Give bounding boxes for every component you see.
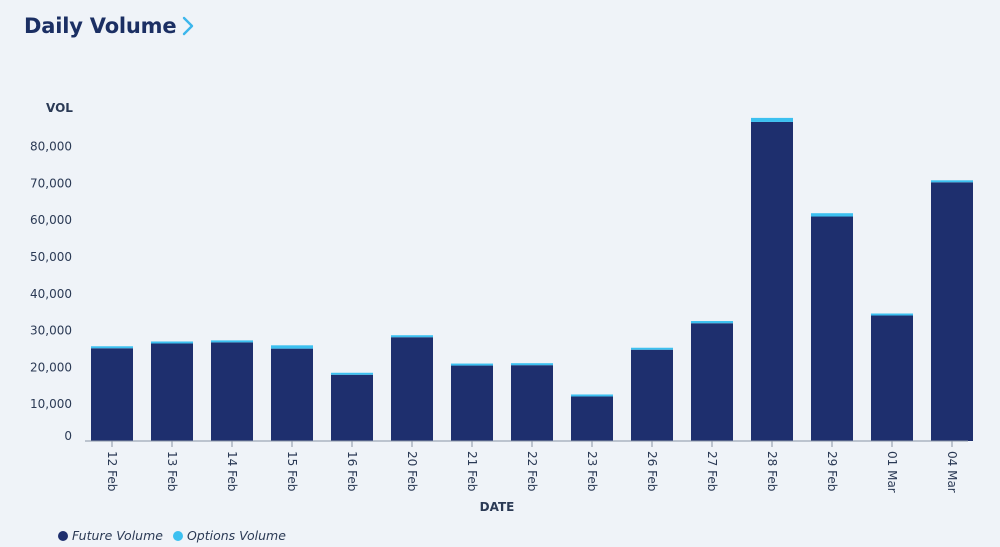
- x-tick-label: 01 Mar: [885, 451, 899, 493]
- bar-future-volume[interactable]: [571, 396, 613, 441]
- y-axis-unit: VOL: [46, 101, 73, 115]
- y-tick-label: 50,000: [30, 250, 72, 264]
- bars-group: [91, 117, 973, 441]
- bar-options-volume[interactable]: [871, 313, 913, 316]
- bar-options-volume[interactable]: [691, 321, 733, 324]
- bar-options-volume[interactable]: [631, 347, 673, 350]
- y-tick-label: 40,000: [30, 287, 72, 301]
- page-title: Daily Volume: [24, 14, 177, 38]
- bar-future-volume[interactable]: [931, 182, 973, 441]
- bar-options-volume[interactable]: [391, 335, 433, 338]
- y-tick-label: 0: [64, 429, 72, 443]
- bar-future-volume[interactable]: [91, 348, 133, 441]
- legend-dot-options: [172, 530, 183, 541]
- bar-future-volume[interactable]: [331, 374, 373, 441]
- bar-options-volume[interactable]: [211, 340, 253, 343]
- bar-future-volume[interactable]: [511, 365, 553, 441]
- bar-future-volume[interactable]: [391, 337, 433, 441]
- bar-options-volume[interactable]: [151, 341, 193, 344]
- x-tick-label: 21 Feb: [465, 451, 479, 491]
- bar-options-volume[interactable]: [451, 363, 493, 366]
- bar-future-volume[interactable]: [871, 315, 913, 441]
- x-tick-label: 29 Feb: [825, 451, 839, 491]
- x-tick-label: 04 Mar: [945, 451, 959, 493]
- legend: Future Volume Options Volume: [58, 528, 296, 543]
- bar-future-volume[interactable]: [271, 348, 313, 441]
- x-axis-title: DATE: [480, 500, 515, 514]
- y-tick-label: 80,000: [30, 140, 72, 154]
- bar-options-volume[interactable]: [511, 363, 553, 366]
- bar-future-volume[interactable]: [631, 349, 673, 441]
- bar-options-volume[interactable]: [331, 372, 373, 375]
- x-tick-label: 26 Feb: [645, 451, 659, 491]
- bar-options-volume[interactable]: [751, 117, 793, 122]
- legend-item-options[interactable]: Options Volume: [172, 528, 286, 543]
- legend-label-options: Options Volume: [186, 528, 286, 543]
- y-tick-label: 30,000: [30, 324, 72, 338]
- y-tick-label: 70,000: [30, 176, 72, 190]
- x-tick-label: 20 Feb: [405, 451, 419, 491]
- x-tick-label: 23 Feb: [585, 451, 599, 491]
- bar-options-volume[interactable]: [91, 346, 133, 349]
- x-tick-label: 13 Feb: [165, 451, 179, 491]
- bar-future-volume[interactable]: [811, 216, 853, 441]
- legend-label-future: Future Volume: [72, 528, 163, 543]
- x-tick-label: 16 Feb: [345, 451, 359, 491]
- bar-options-volume[interactable]: [571, 394, 613, 397]
- y-tick-label: 10,000: [30, 397, 72, 411]
- bar-options-volume[interactable]: [931, 180, 973, 183]
- x-axis-ticks: 12 Feb 13 Feb 14 Feb 15 Feb 16 Feb 20 Feb 21 F…: [105, 441, 959, 493]
- y-tick-label: 20,000: [30, 360, 72, 374]
- x-tick-label: 14 Feb: [225, 451, 239, 491]
- legend-dot-future: [58, 530, 68, 541]
- y-tick-label: 60,000: [30, 213, 72, 227]
- y-axis-ticks: 0 10,000 20,000 30,000 40,000 50,000 60,000 70,…: [30, 140, 72, 443]
- bar-future-volume[interactable]: [151, 343, 193, 441]
- bar-future-volume[interactable]: [691, 323, 733, 441]
- bar-options-volume[interactable]: [811, 213, 853, 217]
- x-tick-label: 12 Feb: [105, 451, 119, 491]
- chevron-right-icon: [183, 16, 194, 36]
- x-tick-label: 15 Feb: [285, 451, 299, 491]
- bar-options-volume[interactable]: [271, 345, 313, 349]
- x-tick-label: 22 Feb: [525, 451, 539, 491]
- bar-future-volume[interactable]: [751, 121, 793, 441]
- bar-future-volume[interactable]: [211, 342, 253, 441]
- x-tick-label: 27 Feb: [705, 451, 719, 491]
- bar-future-volume[interactable]: [451, 365, 493, 441]
- panel-header-link[interactable]: Daily Volume: [24, 14, 195, 38]
- x-tick-label: 28 Feb: [765, 451, 779, 491]
- legend-item-future[interactable]: Future Volume: [58, 528, 163, 543]
